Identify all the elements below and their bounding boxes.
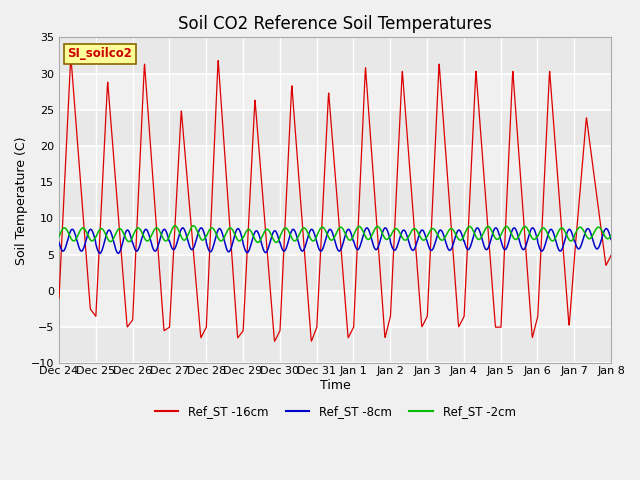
Bar [59,255,611,291]
Bar [59,291,611,327]
Bar [59,182,611,218]
Text: SI_soilco2: SI_soilco2 [67,47,132,60]
Bar [59,110,611,146]
Bar [59,73,611,110]
Y-axis label: Soil Temperature (C): Soil Temperature (C) [15,136,28,264]
Bar [59,37,611,73]
X-axis label: Time: Time [319,379,351,392]
Bar [59,327,611,363]
Bar [59,146,611,182]
Title: Soil CO2 Reference Soil Temperatures: Soil CO2 Reference Soil Temperatures [178,15,492,33]
Legend: Ref_ST -16cm, Ref_ST -8cm, Ref_ST -2cm: Ref_ST -16cm, Ref_ST -8cm, Ref_ST -2cm [150,400,520,423]
Bar [59,218,611,255]
